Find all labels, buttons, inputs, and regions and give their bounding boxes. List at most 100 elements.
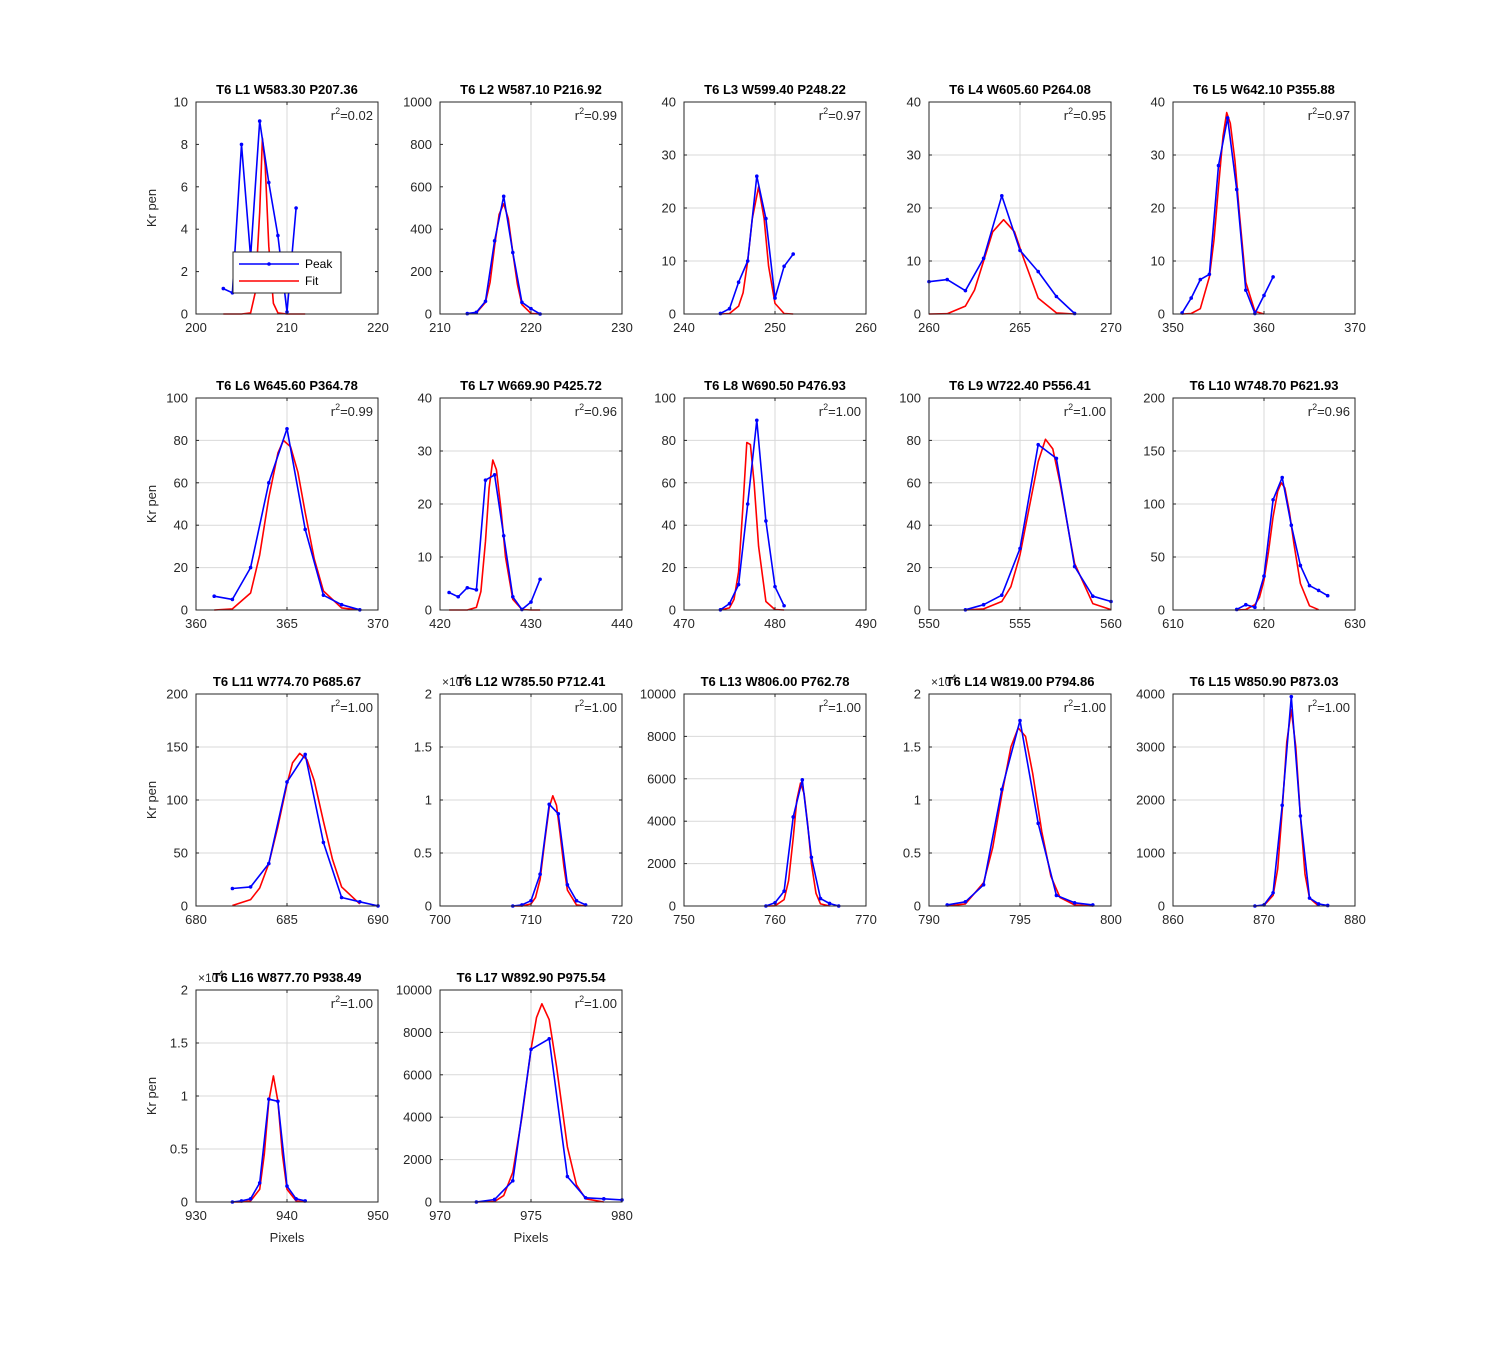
x-tick-label: 860: [1162, 912, 1184, 927]
r2-sup: 2: [335, 698, 340, 708]
r2-annotation: r2=0.96: [575, 402, 617, 419]
peak-point: [285, 1184, 289, 1188]
y-tick-label: 2000: [647, 856, 676, 871]
peak-point: [565, 883, 570, 887]
x-tick-label: 360: [1253, 320, 1275, 335]
peak-point: [565, 1174, 570, 1179]
legend-fit-label: Fit: [305, 274, 319, 288]
subplot-title: T6 L11 W774.70 P685.67: [213, 674, 361, 689]
x-tick-label: 710: [520, 912, 542, 927]
r2-value: =0.99: [340, 404, 373, 419]
x-axis-label: Pixels: [270, 1230, 305, 1245]
legend-peak-marker: [267, 262, 271, 266]
peak-point: [501, 194, 506, 199]
y-tick-label: 30: [907, 148, 921, 163]
fit-line: [720, 441, 785, 611]
peak-point: [1262, 293, 1266, 298]
r2-base: r: [1064, 108, 1069, 123]
y-tick-label: 0: [669, 307, 676, 322]
y-tick-label: 0: [1158, 307, 1165, 322]
peak-point: [483, 299, 488, 304]
peak-point: [248, 1197, 253, 1201]
peak-point: [230, 886, 235, 891]
peak-point: [755, 418, 759, 423]
peak-point: [1018, 718, 1022, 723]
y-tick-label: 0: [181, 603, 188, 618]
x-tick-label: 800: [1100, 912, 1122, 927]
r2-sup: 2: [823, 402, 828, 412]
peak-point: [1036, 821, 1040, 826]
y-tick-label: 10: [418, 550, 432, 565]
peak-point: [492, 1197, 497, 1202]
r2-value: =0.96: [584, 404, 617, 419]
peak-point: [257, 119, 262, 123]
peak-point: [358, 899, 362, 904]
y-tick-label: 100: [166, 793, 188, 808]
x-tick-label: 870: [1253, 912, 1275, 927]
peak-point: [782, 889, 786, 893]
y-multiplier-exponent: 4: [462, 673, 467, 683]
subplot-5: 350 360 370 0 10 20 30 40 T6 L5 W642.10 P355.88 r…: [1151, 82, 1366, 335]
peak-point: [239, 142, 244, 147]
peak-point: [1234, 187, 1239, 192]
subplot-17: 970 975 980 0 2000 4000 6000 8000 10000 T6 L17 W8…: [396, 970, 633, 1245]
y-tick-label: 40: [418, 391, 432, 406]
y-tick-label: 2: [914, 687, 921, 702]
y-tick-label: 6000: [403, 1067, 432, 1082]
y-tick-label: 30: [1151, 148, 1165, 163]
peak-point: [981, 883, 986, 887]
y-tick-label: 1000: [403, 95, 432, 110]
y-tick-label: 0: [669, 899, 676, 914]
r2-base: r: [819, 108, 824, 123]
x-tick-label: 220: [520, 320, 542, 335]
r2-annotation: r2=0.97: [1308, 106, 1350, 123]
peak-point: [1018, 546, 1022, 551]
r2-sup: 2: [335, 402, 340, 412]
r2-annotation: r2=1.00: [819, 402, 861, 419]
x-tick-label: 880: [1344, 912, 1366, 927]
peak-point: [538, 872, 542, 876]
peak-point: [1054, 893, 1059, 898]
peak-point: [1198, 277, 1203, 282]
peak-point: [764, 519, 768, 523]
y-tick-label: 150: [166, 740, 188, 755]
r2-annotation: r2=1.00: [1308, 698, 1350, 715]
r2-sup: 2: [335, 994, 340, 1004]
subplot-title: T6 L13 W806.00 P762.78: [701, 674, 850, 689]
y-tick-label: 40: [662, 95, 676, 110]
peak-point: [511, 250, 515, 255]
y-tick-label: 80: [907, 433, 921, 448]
y-tick-label: 20: [1151, 201, 1165, 216]
peak-point: [1000, 593, 1004, 597]
y-tick-label: 20: [662, 560, 676, 575]
x-tick-label: 370: [367, 616, 389, 631]
y-tick-label: 2000: [403, 1152, 432, 1167]
y-tick-label: 80: [174, 433, 188, 448]
y-tick-label: 0.5: [903, 846, 921, 861]
peak-point: [529, 306, 533, 311]
peak-point: [1307, 896, 1312, 900]
subplot-10: 610 620 630 0 50 100 150 200 T6 L10 W748.70 P621…: [1143, 378, 1366, 631]
y-tick-label: 2: [181, 264, 188, 279]
y-tick-label: 20: [174, 560, 188, 575]
peak-point: [1018, 248, 1022, 253]
peak-point: [1072, 564, 1077, 569]
fit-line: [765, 782, 830, 907]
x-tick-label: 795: [1009, 912, 1031, 927]
subplot-title: T6 L12 W785.50 P712.41: [457, 674, 606, 689]
r2-sup: 2: [1312, 106, 1317, 116]
peak-point: [483, 478, 488, 482]
peak-point: [303, 527, 308, 532]
r2-value: =1.00: [340, 996, 373, 1011]
y-tick-label: 60: [907, 475, 921, 490]
r2-value: =1.00: [828, 700, 861, 715]
r2-base: r: [331, 996, 336, 1011]
r2-base: r: [819, 404, 824, 419]
y-tick-label: 0: [181, 899, 188, 914]
y-tick-label: 40: [662, 518, 676, 533]
r2-annotation: r2=0.95: [1064, 106, 1106, 123]
y-tick-label: 1.5: [414, 740, 432, 755]
y-tick-label: 40: [907, 95, 921, 110]
